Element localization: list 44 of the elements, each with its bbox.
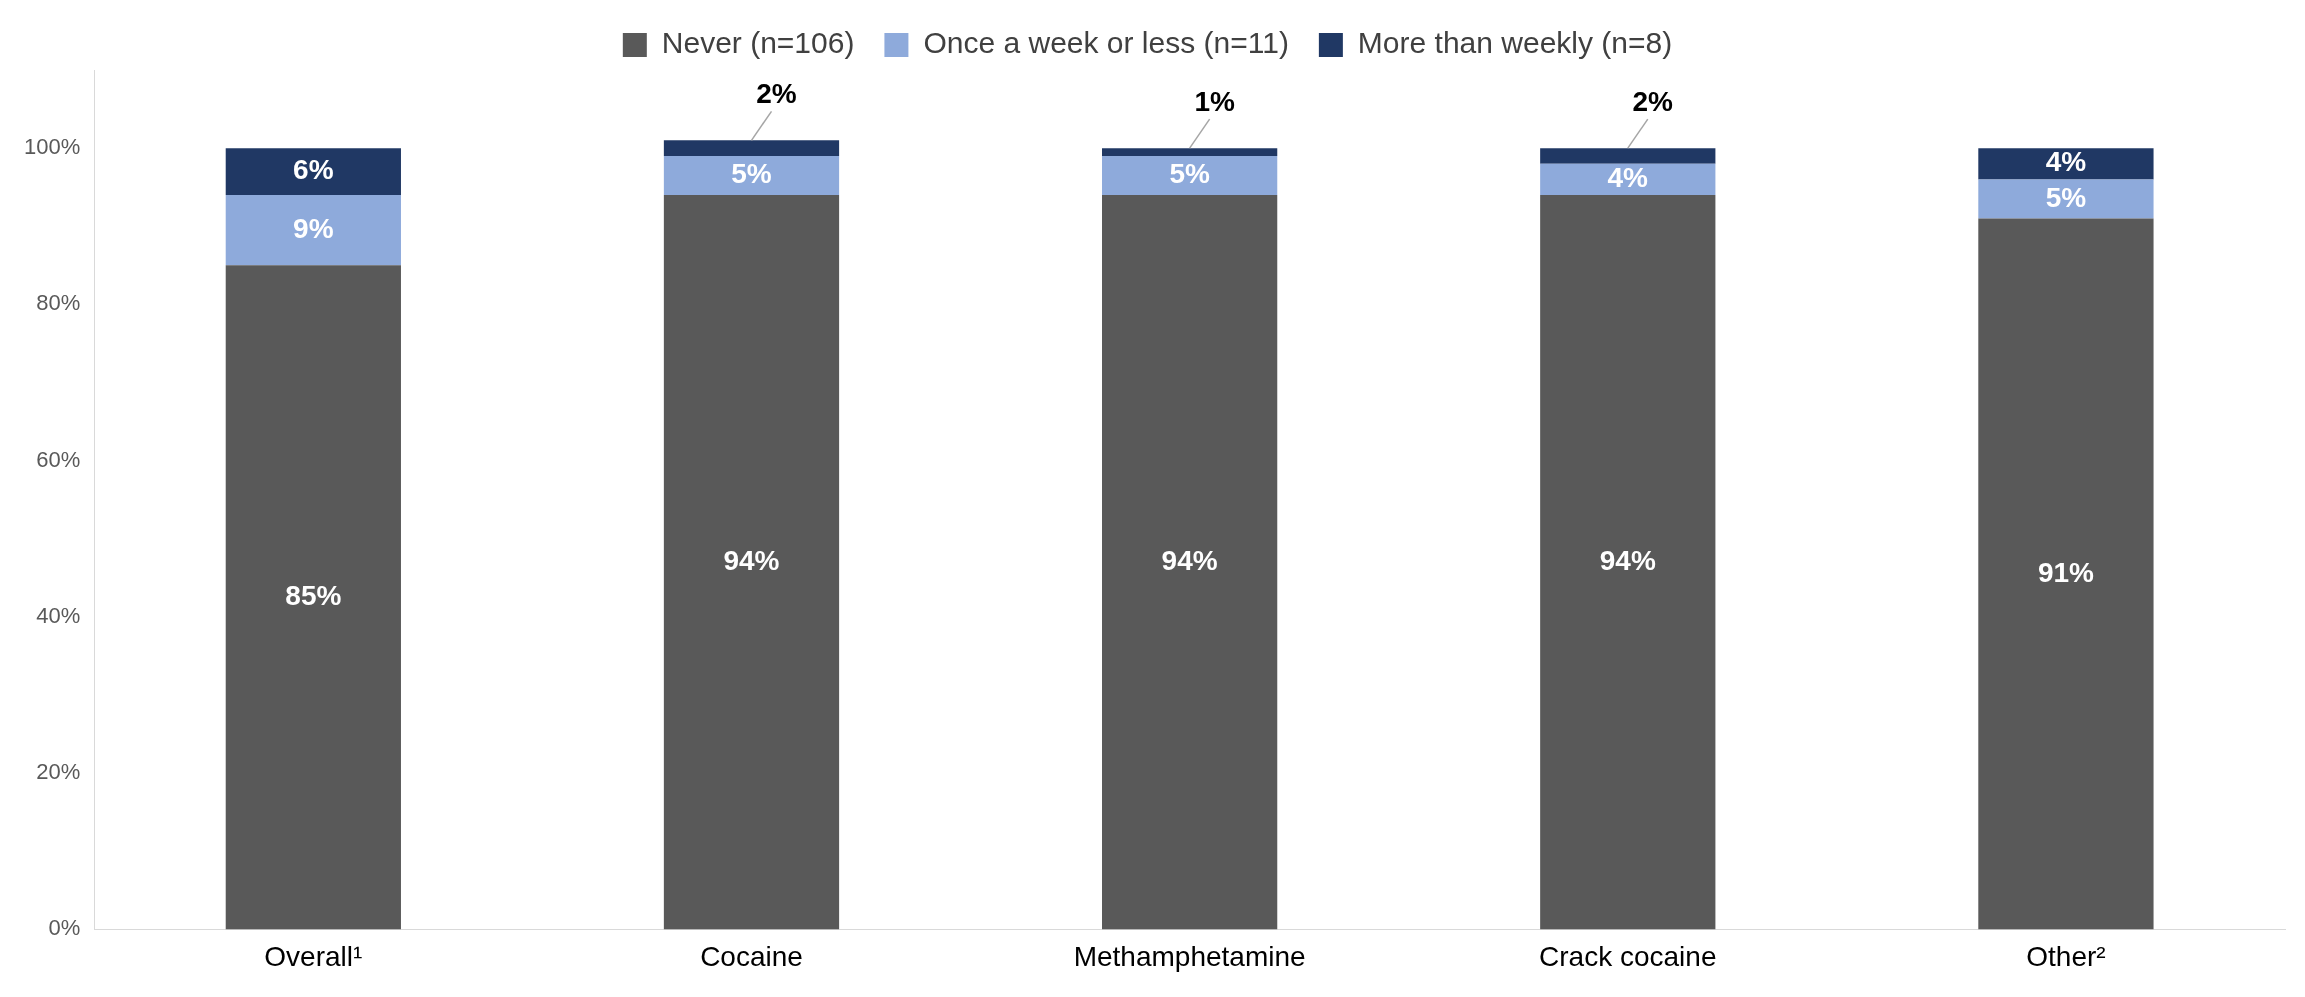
bar [225,195,401,266]
bar [1102,155,1278,195]
data-label: 91% [2037,556,2095,588]
y-tick-label: 100% [23,134,81,160]
x-tick-label: Cocaine [700,940,803,972]
data-label: 94% [1161,544,1218,576]
bar [1102,148,1278,156]
y-tick-label: 80% [36,290,81,316]
x-tick-label: Crack cocaine [1539,940,1717,972]
bar [1978,148,2154,180]
data-label: 6% [293,154,334,186]
data-label: 5% [731,158,772,190]
data-label: 2% [756,78,797,110]
legend-label: More than weekly (n=8) [1357,26,1673,60]
bar [663,195,840,930]
bar [1978,218,2154,930]
x-tick-label: Overall¹ [264,940,363,972]
data-label: 94% [1599,544,1656,576]
data-label: 9% [293,212,334,244]
bar [1978,179,2154,219]
data-label: 1% [1194,85,1235,117]
data-label: 2% [1632,85,1674,117]
data-label: 5% [2045,181,2087,213]
data-label: 94% [723,544,780,576]
y-tick-label: 40% [36,602,81,628]
bar [1102,195,1278,930]
legend-label: Once a week or less (n=11) [923,26,1289,60]
data-label: 5% [1169,158,1210,190]
y-tick-label: 20% [36,759,81,785]
data-label: 85% [285,580,342,612]
data-label: 4% [2045,146,2087,178]
y-tick-label: 0% [48,915,81,941]
x-tick-label: Methamphetamine [1073,940,1306,972]
bar [1540,148,1716,164]
bar [1540,163,1716,195]
bar [1540,195,1716,930]
x-tick-label: Other² [2026,940,2106,972]
y-tick-label: 60% [36,446,81,472]
bar [663,140,840,156]
legend-label: Never (n=106) [661,26,855,60]
bar [225,265,401,930]
data-label: 4% [1607,162,1649,194]
bar [663,155,840,195]
bar [225,148,401,195]
